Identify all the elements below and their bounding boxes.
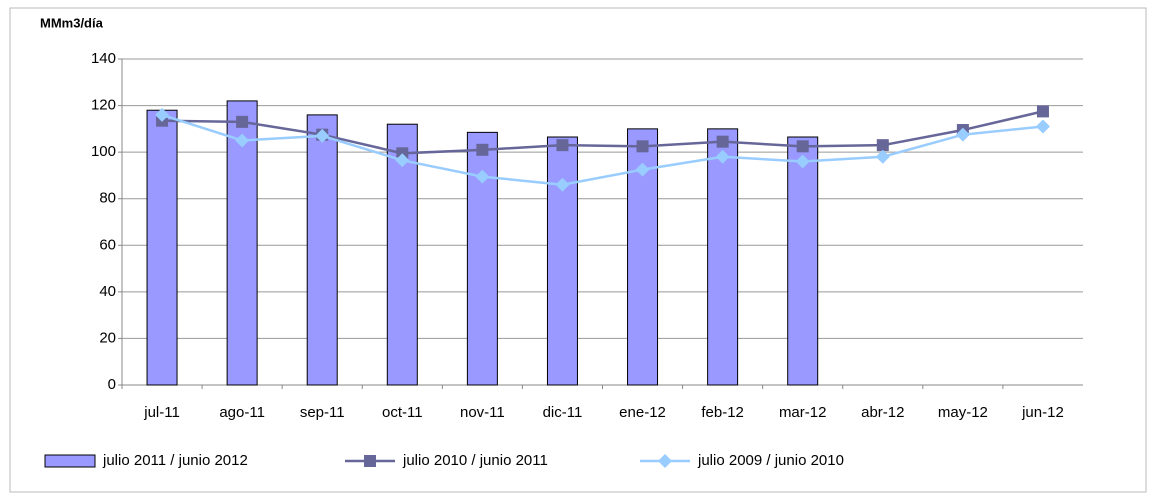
x-tick-label: oct-11 <box>382 404 423 421</box>
y-tick-label: 80 <box>99 190 116 207</box>
x-tick-label: feb-12 <box>701 404 744 421</box>
y-tick-label: 40 <box>99 283 116 300</box>
y-tick-label: 140 <box>91 50 116 67</box>
marker <box>795 154 810 169</box>
marker <box>796 140 809 153</box>
marker <box>364 455 376 467</box>
y-tick-label: 0 <box>108 376 116 393</box>
legend-label: julio 2009 / junio 2010 <box>697 452 844 469</box>
legend-label: julio 2010 / junio 2011 <box>402 452 548 469</box>
marker <box>155 107 170 122</box>
marker <box>955 127 970 142</box>
y-tick-label: 60 <box>99 236 116 253</box>
x-tick-label: ago-11 <box>219 404 265 421</box>
x-tick-label: sep-11 <box>300 404 345 421</box>
y-tick-label: 120 <box>91 97 116 114</box>
marker <box>475 169 490 184</box>
bar <box>146 109 178 386</box>
legend-label: julio 2011 / junio 2012 <box>102 452 248 469</box>
x-tick-label: may-12 <box>938 404 988 421</box>
marker <box>476 143 489 156</box>
marker <box>395 153 410 168</box>
line <box>161 113 1044 187</box>
x-tick-label: nov-11 <box>460 404 505 421</box>
bar <box>386 123 418 386</box>
y-tick-label: 20 <box>99 329 116 346</box>
marker <box>658 454 672 468</box>
bar <box>546 136 578 386</box>
bar <box>707 128 739 386</box>
x-tick-label: jun-12 <box>1021 404 1064 421</box>
x-tick-label: dic-11 <box>543 404 583 421</box>
marker <box>875 149 890 164</box>
bar <box>787 136 819 386</box>
marker <box>555 177 570 192</box>
y-tick-label: 100 <box>91 143 116 160</box>
x-tick-label: abr-12 <box>861 404 904 421</box>
marker <box>716 135 729 148</box>
legend-swatch <box>44 454 96 468</box>
marker <box>315 128 330 143</box>
marker <box>715 149 730 164</box>
marker <box>635 162 650 177</box>
marker <box>556 139 569 152</box>
y-axis-label: MMm3/día <box>40 15 104 30</box>
line <box>162 110 1044 155</box>
marker <box>1036 105 1049 118</box>
x-tick-label: jul-11 <box>143 404 180 421</box>
marker <box>876 139 889 152</box>
bar <box>226 100 258 386</box>
marker <box>235 133 250 148</box>
chart-frame <box>9 7 1147 493</box>
bar <box>306 114 338 386</box>
x-tick-label: ene-12 <box>619 404 666 421</box>
marker <box>236 115 249 128</box>
x-tick-label: mar-12 <box>779 404 827 421</box>
marker <box>1035 119 1050 134</box>
marker <box>636 140 649 153</box>
